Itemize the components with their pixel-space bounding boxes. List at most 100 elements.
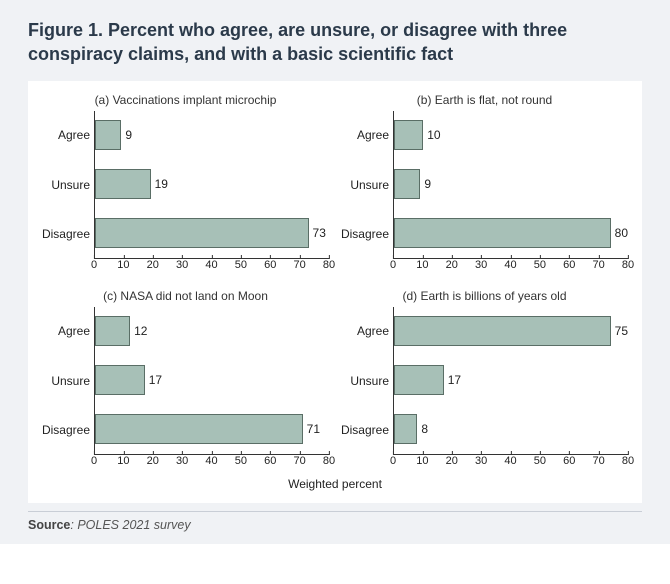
panel-title: (a) Vaccinations implant microchip: [42, 93, 329, 107]
plot-area: Agree Unsure Disagree 12 17 71: [42, 307, 329, 455]
x-ticks: 01020304050607080: [393, 259, 628, 281]
y-category-label: Agree: [357, 128, 389, 142]
panel-grid: (a) Vaccinations implant microchip Agree U…: [28, 81, 642, 477]
bar-row: 8: [394, 414, 628, 444]
panel-title: (b) Earth is flat, not round: [341, 93, 628, 107]
panel-d: (d) Earth is billions of years old AgreeU…: [335, 281, 634, 477]
x-tick: 50: [534, 259, 546, 271]
y-category-label: Disagree: [42, 423, 90, 437]
figure-container: Figure 1. Percent who agree, are unsure,…: [0, 0, 670, 544]
x-tick: 60: [563, 455, 575, 467]
x-tick: 30: [176, 455, 188, 467]
bar: [95, 169, 151, 199]
bar: [95, 218, 309, 248]
bar-row: 80: [394, 218, 628, 248]
x-tick: 40: [504, 259, 516, 271]
bar-row: 17: [95, 365, 329, 395]
bar: [394, 120, 423, 150]
x-tick: 20: [147, 259, 159, 271]
x-tick: 10: [117, 259, 129, 271]
y-category-label: Disagree: [42, 227, 90, 241]
source-value: : POLES 2021 survey: [70, 518, 190, 532]
y-category-label: Unsure: [51, 374, 90, 388]
x-tick: 60: [264, 259, 276, 271]
x-tick: 70: [593, 455, 605, 467]
x-axis-label: Weighted percent: [28, 477, 642, 503]
bar-value-label: 17: [149, 373, 162, 387]
bar: [394, 365, 444, 395]
bar: [95, 365, 145, 395]
y-category-labels: AgreeUnsureDisagree: [341, 307, 393, 455]
bar-value-label: 12: [134, 324, 147, 338]
y-category-labels: AgreeUnsureDisagree: [341, 111, 393, 259]
x-tick: 30: [475, 455, 487, 467]
bar: [394, 316, 611, 346]
x-axis: 01020304050607080: [94, 259, 329, 281]
x-tick: 40: [504, 455, 516, 467]
x-tick: 0: [91, 259, 97, 271]
bar: [394, 169, 420, 199]
x-tick: 40: [205, 455, 217, 467]
plot-area: Agree Unsure Disagree 9 19 73: [42, 111, 329, 259]
y-category-labels: Agree Unsure Disagree: [42, 307, 94, 455]
bar-row: 75: [394, 316, 628, 346]
y-category-label: Unsure: [350, 178, 389, 192]
y-category-labels: Agree Unsure Disagree: [42, 111, 94, 259]
bar-value-label: 9: [125, 128, 132, 142]
x-tick: 60: [264, 455, 276, 467]
panel-a: (a) Vaccinations implant microchip Agree U…: [36, 85, 335, 281]
x-axis: 01020304050607080: [393, 455, 628, 477]
bar-value-label: 9: [424, 177, 431, 191]
bar-value-label: 17: [448, 373, 461, 387]
figure-title: Figure 1. Percent who agree, are unsure,…: [28, 18, 642, 67]
bar: [394, 414, 417, 444]
bar-value-label: 75: [615, 324, 628, 338]
bar-row: 10: [394, 120, 628, 150]
x-tick: 30: [176, 259, 188, 271]
source-line: Source: POLES 2021 survey: [28, 511, 642, 532]
y-category-label: Agree: [58, 324, 90, 338]
x-tick: 80: [622, 259, 634, 271]
bar-row: 73: [95, 218, 329, 248]
bar-value-label: 73: [313, 226, 326, 240]
x-tick: 70: [294, 455, 306, 467]
bar-row: 12: [95, 316, 329, 346]
bar-row: 9: [95, 120, 329, 150]
x-axis: 01020304050607080: [94, 455, 329, 477]
bar: [95, 316, 130, 346]
x-tick: 10: [416, 259, 428, 271]
y-category-label: Agree: [58, 128, 90, 142]
x-tick: 50: [534, 455, 546, 467]
bar-row: 71: [95, 414, 329, 444]
x-tick: 70: [593, 259, 605, 271]
x-tick: 80: [622, 455, 634, 467]
y-category-label: Agree: [357, 324, 389, 338]
x-tick: 60: [563, 259, 575, 271]
bar-value-label: 10: [427, 128, 440, 142]
x-tick: 30: [475, 259, 487, 271]
plot-area: AgreeUnsureDisagree 75 17 8: [341, 307, 628, 455]
x-tick: 70: [294, 259, 306, 271]
x-tick: 10: [117, 455, 129, 467]
x-tick: 40: [205, 259, 217, 271]
x-tick: 80: [323, 455, 335, 467]
y-category-label: Unsure: [51, 178, 90, 192]
x-tick: 10: [416, 455, 428, 467]
x-tick: 50: [235, 455, 247, 467]
y-category-label: Disagree: [341, 423, 389, 437]
bar-value-label: 19: [155, 177, 168, 191]
bar-row: 17: [394, 365, 628, 395]
x-tick: 20: [446, 455, 458, 467]
bar: [95, 120, 121, 150]
source-label: Source: [28, 518, 70, 532]
x-ticks: 01020304050607080: [94, 455, 329, 477]
x-ticks: 01020304050607080: [393, 455, 628, 477]
chart-area: 12 17 71: [94, 307, 329, 455]
panel-title: (d) Earth is billions of years old: [341, 289, 628, 303]
bar-row: 9: [394, 169, 628, 199]
x-tick: 50: [235, 259, 247, 271]
x-axis: 01020304050607080: [393, 259, 628, 281]
chart-area: 10 9 80: [393, 111, 628, 259]
x-tick: 0: [390, 259, 396, 271]
chart-area: 75 17 8: [393, 307, 628, 455]
